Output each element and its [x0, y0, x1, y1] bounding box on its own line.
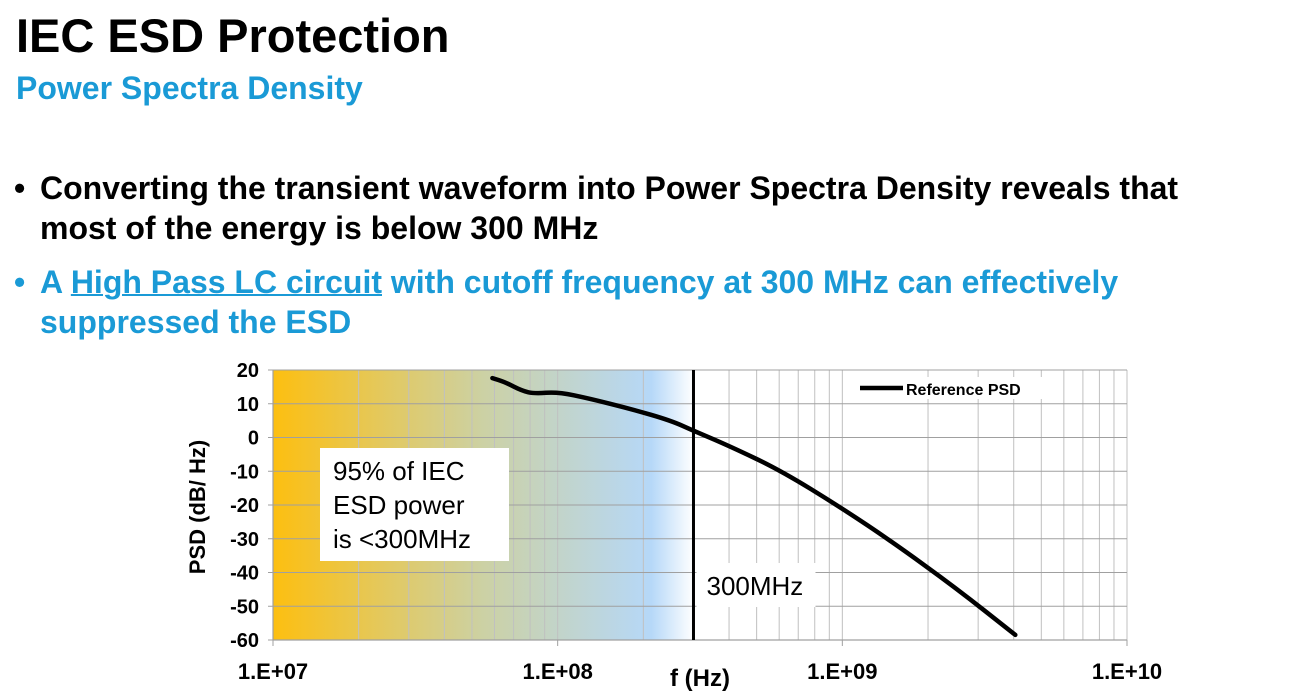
- x-tick-label: 1.E+10: [1092, 659, 1162, 684]
- legend-label: Reference PSD: [906, 382, 1021, 399]
- y-tick-label: -30: [230, 529, 259, 551]
- legend-bg: [904, 377, 1042, 399]
- series-line-reference-psd: [490, 375, 1018, 638]
- bullet-2-suffix: with cutoff frequency at 300 MHz can eff…: [382, 264, 1119, 300]
- y-tick-label: 0: [248, 428, 259, 450]
- power-note-line: is <300MHz: [333, 524, 471, 554]
- bullet-marker: •: [14, 170, 26, 206]
- x-tick-label: 1.E+08: [522, 659, 592, 684]
- y-tick-label: 10: [237, 394, 259, 416]
- y-tick-label: -20: [230, 495, 259, 517]
- bullet-1-line-1: Converting the transient waveform into P…: [40, 170, 1179, 206]
- bullet-2-line-2: suppressed the ESD: [40, 304, 352, 340]
- bullet-2-prefix: A: [40, 264, 71, 300]
- power-note-line: ESD power: [333, 490, 465, 520]
- y-tick-label: -40: [230, 563, 259, 585]
- bullet-1-line-2: most of the energy is below 300 MHz: [40, 210, 599, 246]
- x-tick-label: 1.E+07: [238, 659, 308, 684]
- x-tick-label: 1.E+09: [807, 659, 877, 684]
- bullet-marker: •: [14, 264, 26, 300]
- y-axis-label: PSD (dB/ Hz): [185, 440, 210, 574]
- power-note-line: 95% of IEC: [333, 456, 465, 486]
- y-tick-label: -60: [230, 630, 259, 652]
- y-tick-label: -10: [230, 461, 259, 483]
- cutoff-label-box: [696, 563, 816, 607]
- x-axis-label: f (Hz): [670, 665, 730, 692]
- high-pass-lc-link[interactable]: High Pass LC circuit: [70, 264, 382, 300]
- power-note-box: [320, 448, 509, 561]
- slide-title: IEC ESD Protection: [16, 9, 450, 62]
- y-tick-label: -50: [230, 596, 259, 618]
- slide-subtitle: Power Spectra Density: [16, 70, 363, 106]
- y-tick-label: 20: [237, 360, 259, 382]
- cutoff-label: 300MHz: [706, 571, 803, 601]
